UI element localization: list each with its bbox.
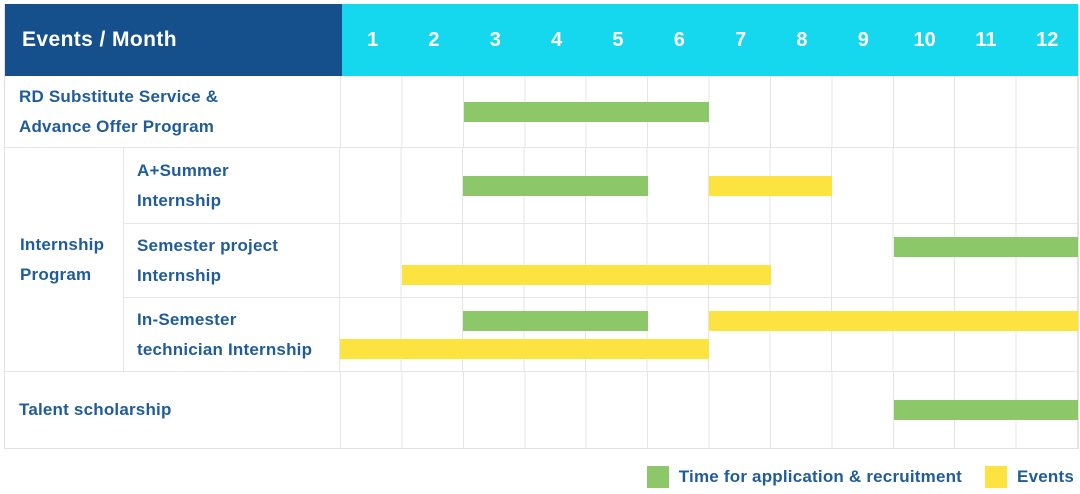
gantt-bar-recruitment-m10-m12 — [893, 237, 1078, 257]
month-header-1: 1 — [367, 28, 379, 51]
gantt-bar-event-m7-m12 — [709, 311, 1078, 331]
page-title: Events / Month — [22, 28, 177, 51]
month-header-11: 11 — [975, 28, 997, 51]
gantt-track-a-plus-summer — [340, 148, 1078, 223]
legend-label-events: Events — [1017, 467, 1074, 486]
gantt-track-semester-project — [340, 224, 1078, 297]
recruitment-swatch-icon — [646, 466, 669, 488]
table-row-in-semester-technician: In-Semester technician Internship — [124, 298, 1078, 371]
month-header-10: 10 — [913, 28, 936, 51]
table-row-rd-substitute: RD Substitute Service & Advance Offer Pr… — [5, 76, 1078, 148]
events-month-table: Events / Month 1 2 3 4 5 6 7 8 9 10 11 12 RD Substi… — [4, 4, 1079, 449]
month-header-3: 3 — [489, 28, 501, 51]
legend-item-recruitment: Time for application & recruitment — [646, 466, 963, 488]
gantt-bar-event-m2-m7 — [401, 265, 771, 285]
group-subrows: A+Summer Internship Semester project Int… — [124, 148, 1078, 371]
gantt-bar-recruitment-m3-m6 — [463, 101, 710, 122]
events-swatch-icon — [985, 466, 1008, 488]
month-header-4: 4 — [551, 28, 563, 51]
gantt-bar-event-m1-m6 — [340, 339, 709, 359]
month-header-strip: 1 2 3 4 5 6 7 8 9 10 11 12 — [342, 4, 1078, 76]
table-header-row: Events / Month 1 2 3 4 5 6 7 8 9 10 11 12 — [5, 4, 1078, 76]
table-row-semester-project: Semester project Internship — [124, 224, 1078, 298]
month-header-2: 2 — [428, 28, 440, 51]
row-label-talent-scholarship: Talent scholarship — [5, 372, 341, 448]
group-label-internship-program: Internship Program — [5, 148, 124, 371]
month-header-7: 7 — [735, 28, 747, 51]
gantt-bar-recruitment-m10-m12 — [893, 400, 1078, 420]
legend-label-recruitment: Time for application & recruitment — [678, 467, 963, 486]
header-title-cell: Events / Month — [5, 4, 342, 76]
month-header-12: 12 — [1036, 28, 1059, 51]
month-header-5: 5 — [612, 28, 624, 51]
month-header-8: 8 — [796, 28, 808, 51]
row-label-semester-project: Semester project Internship — [124, 224, 340, 297]
gantt-bar-recruitment-m3-m5 — [463, 175, 648, 196]
table-row-a-plus-summer: A+Summer Internship — [124, 148, 1078, 224]
gantt-track-rd-substitute — [341, 76, 1078, 147]
table-row-talent-scholarship: Talent scholarship — [5, 372, 1078, 448]
group-row-internship-program: Internship Program A+Summer Internship S… — [5, 148, 1078, 372]
month-header-6: 6 — [673, 28, 685, 51]
row-label-rd-substitute: RD Substitute Service & Advance Offer Pr… — [5, 76, 341, 147]
month-header-9: 9 — [857, 28, 869, 51]
row-label-in-semester-technician: In-Semester technician Internship — [124, 298, 340, 371]
gantt-track-talent-scholarship — [341, 372, 1078, 448]
gantt-bar-recruitment-m3-m5 — [463, 311, 648, 331]
legend-item-events: Events — [985, 466, 1074, 488]
gantt-track-in-semester-technician — [340, 298, 1078, 371]
legend: Time for application & recruitment Event… — [4, 465, 1074, 489]
gantt-bar-event-m7-m8 — [709, 175, 832, 196]
row-label-a-plus-summer: A+Summer Internship — [124, 148, 340, 223]
